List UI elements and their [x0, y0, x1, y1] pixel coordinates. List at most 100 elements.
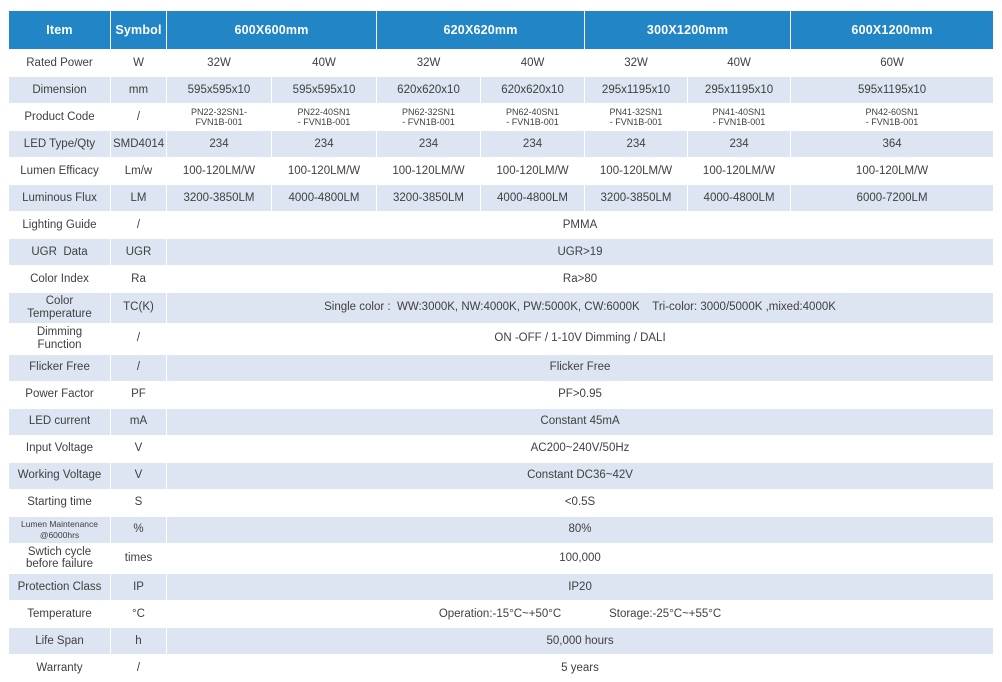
- value-cell: 620x620x10: [480, 76, 586, 104]
- table-row-rated-power: Rated Power W 32W 40W 32W 40W 32W 40W 60W: [8, 49, 995, 77]
- column-header-item: Item: [8, 10, 111, 50]
- value-cell: 100-120LM/W: [480, 157, 586, 185]
- spec-table: Item Symbol 600X600mm 620X620mm 300X1200mm 60…: [8, 10, 995, 682]
- value-cell: 6000-7200LM: [790, 184, 995, 212]
- column-header-600x1200mm: 600X1200mm: [790, 10, 995, 50]
- symbol-label: UGR: [110, 238, 167, 266]
- value-cell: 100-120LM/W: [376, 157, 482, 185]
- span-value-cell: ON -OFF / 1-10V Dimming / DALI: [165, 322, 995, 355]
- value-cell: 234: [480, 130, 586, 158]
- table-row-flicker-free: Flicker Free / Flicker Free: [8, 353, 995, 382]
- value-cell: 100-120LM/W: [687, 157, 792, 185]
- value-cell: PN41-40SN1 - FVN1B-001: [687, 103, 792, 131]
- column-header-symbol: Symbol: [110, 10, 167, 50]
- value-cell: 295x1195x10: [584, 76, 689, 104]
- span-value-cell: IP20: [165, 573, 995, 602]
- span-value-cell: PF>0.95: [165, 380, 995, 409]
- table-row-led-type-qty: LED Type/Qty SMD4014 234 234 234 234 234 234 364: [8, 130, 995, 158]
- span-value-cell: 5 years: [165, 654, 995, 682]
- item-label: Luminous Flux: [8, 184, 111, 212]
- value-cell: 620x620x10: [376, 76, 482, 104]
- span-value-cell: Constant 45mA: [165, 407, 995, 436]
- symbol-label: IP: [110, 573, 167, 602]
- value-cell: 234: [584, 130, 689, 158]
- item-label: Power Factor: [8, 380, 111, 409]
- value-cell: 364: [790, 130, 995, 158]
- table-row-temperature: Temperature °C Operation:-15°C~+50°C Stora…: [8, 600, 995, 629]
- item-label: LED Type/Qty: [8, 130, 111, 158]
- symbol-label: %: [110, 515, 167, 544]
- item-label: Warranty: [8, 654, 111, 682]
- value-cell: 3200-3850LM: [376, 184, 482, 212]
- span-value-cell: Single color : WW:3000K, NW:4000K, PW:50…: [165, 292, 995, 324]
- item-label: LED current: [8, 407, 111, 436]
- span-value-cell: Ra>80: [165, 265, 995, 293]
- symbol-label: V: [110, 434, 167, 463]
- symbol-label: mm: [110, 76, 167, 104]
- table-row-luminous-flux: Luminous Flux LM 3200-3850LM 4000-4800LM 320…: [8, 184, 995, 212]
- value-cell: 40W: [480, 49, 586, 77]
- item-label: Starting time: [8, 488, 111, 517]
- value-cell: 32W: [584, 49, 689, 77]
- value-cell: 60W: [790, 49, 995, 77]
- item-label: Dimming Function: [8, 322, 111, 355]
- symbol-label: W: [110, 49, 167, 77]
- symbol-label: h: [110, 627, 167, 656]
- value-cell: 595x595x10: [270, 76, 378, 104]
- value-cell: PN62-40SN1 - FVN1B-001: [480, 103, 586, 131]
- value-cell: 100-120LM/W: [790, 157, 995, 185]
- value-cell: 100-120LM/W: [584, 157, 689, 185]
- item-label: Color Index: [8, 265, 111, 293]
- column-header-620x620mm: 620X620mm: [376, 10, 586, 50]
- symbol-label: V: [110, 461, 167, 490]
- span-value-cell: 80%: [165, 515, 995, 544]
- table-row-protection-class: Protection Class IP IP20: [8, 573, 995, 602]
- item-label: Lighting Guide: [8, 211, 111, 239]
- column-header-300x1200mm: 300X1200mm: [584, 10, 792, 50]
- span-value-cell: Flicker Free: [165, 353, 995, 382]
- symbol-label: /: [110, 353, 167, 382]
- symbol-label: /: [110, 103, 167, 131]
- value-cell: 234: [270, 130, 378, 158]
- symbol-label: S: [110, 488, 167, 517]
- value-cell: 4000-4800LM: [480, 184, 586, 212]
- value-cell: PN42-60SN1 - FVN1B-001: [790, 103, 995, 131]
- symbol-label: LM: [110, 184, 167, 212]
- table-row-warranty: Warranty/5 years: [8, 654, 995, 682]
- value-cell: 4000-4800LM: [270, 184, 378, 212]
- item-label: Product Code: [8, 103, 111, 131]
- value-cell: 100-120LM/W: [166, 157, 272, 185]
- item-label: Input Voltage: [8, 434, 111, 463]
- value-cell: 100-120LM/W: [270, 157, 378, 185]
- table-row-ugr-data: UGR Data UGR UGR>19: [8, 238, 995, 266]
- item-label: Temperature: [8, 600, 111, 629]
- table-row-color-temperature: Color Temperature TC(K) Single color : WW:…: [8, 292, 995, 324]
- item-label: Protection Class: [8, 573, 111, 602]
- symbol-label: /: [110, 211, 167, 239]
- value-cell: 4000-4800LM: [687, 184, 792, 212]
- value-cell: 595x595x10: [166, 76, 272, 104]
- table-row-led-current: LED current mA Constant 45mA: [8, 407, 995, 436]
- symbol-label: Lm/w: [110, 157, 167, 185]
- span-value-cell: Operation:-15°C~+50°C Storage:-25°C~+55°…: [165, 600, 995, 629]
- span-value-cell: <0.5S: [165, 488, 995, 517]
- value-cell: PN41-32SN1 - FVN1B-001: [584, 103, 689, 131]
- table-row-color-index: Color Index Ra Ra>80: [8, 265, 995, 293]
- span-value-cell: UGR>19: [165, 238, 995, 266]
- table-row-lumen-maintenance-6000hrs: Lumen Maintenance @6000hrs% 80%: [8, 515, 995, 544]
- table-row-life-span: Life Span h 50,000 hours: [8, 627, 995, 656]
- symbol-label: /: [110, 654, 167, 682]
- symbol-label: /: [110, 322, 167, 355]
- span-value-cell: 100,000: [165, 542, 995, 575]
- item-label: Rated Power: [8, 49, 111, 77]
- item-label: Flicker Free: [8, 353, 111, 382]
- item-label: Life Span: [8, 627, 111, 656]
- span-value-cell: 50,000 hours: [165, 627, 995, 656]
- table-row-input-voltage: Input Voltage V AC200~240V/50Hz: [8, 434, 995, 463]
- table-row-product-code: Product Code / PN22-32SN1- FVN1B-001 PN22-4…: [8, 103, 995, 131]
- span-value-cell: AC200~240V/50Hz: [165, 434, 995, 463]
- symbol-label: °C: [110, 600, 167, 629]
- symbol-label: times: [110, 542, 167, 575]
- header-row: Item Symbol 600X600mm 620X620mm 300X1200mm 60…: [8, 10, 995, 50]
- table-row-starting-time: Starting time S <0.5S: [8, 488, 995, 517]
